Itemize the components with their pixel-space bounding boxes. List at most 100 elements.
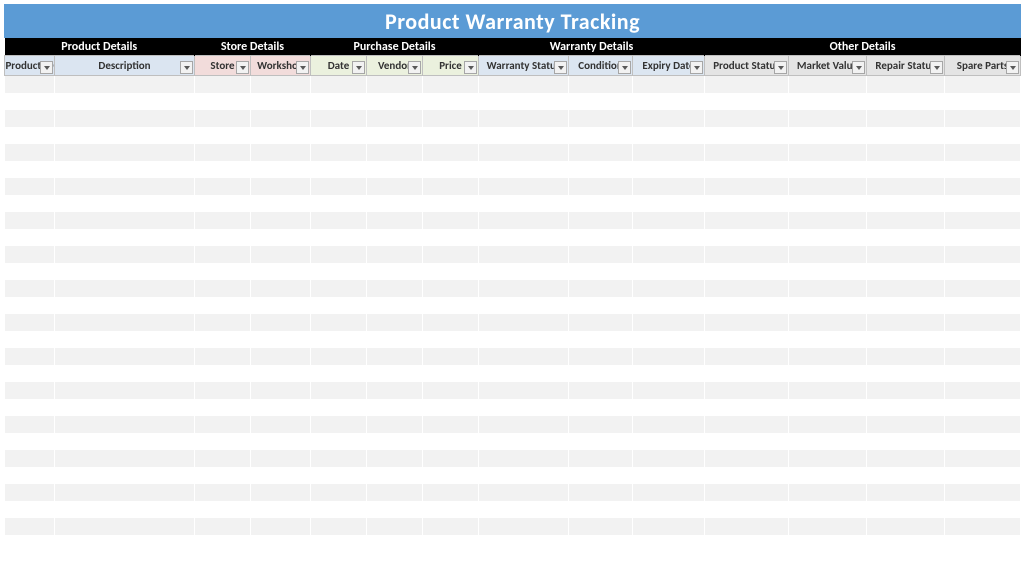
cell[interactable]: [867, 467, 945, 484]
cell[interactable]: [705, 348, 789, 365]
cell[interactable]: [867, 348, 945, 365]
cell[interactable]: [367, 229, 423, 246]
table-row[interactable]: [5, 229, 1021, 246]
cell[interactable]: [423, 195, 479, 212]
cell[interactable]: [789, 433, 867, 450]
cell[interactable]: [867, 535, 945, 552]
cell[interactable]: [569, 229, 633, 246]
cell[interactable]: [479, 467, 569, 484]
cell[interactable]: [55, 229, 195, 246]
cell[interactable]: [55, 76, 195, 93]
cell[interactable]: [311, 467, 367, 484]
cell[interactable]: [633, 144, 705, 161]
cell[interactable]: [867, 314, 945, 331]
cell[interactable]: [945, 76, 1021, 93]
cell[interactable]: [367, 433, 423, 450]
cell[interactable]: [867, 484, 945, 501]
cell[interactable]: [5, 535, 55, 552]
cell[interactable]: [705, 263, 789, 280]
cell[interactable]: [367, 518, 423, 535]
cell[interactable]: [251, 246, 311, 263]
cell[interactable]: [251, 212, 311, 229]
cell[interactable]: [789, 331, 867, 348]
cell[interactable]: [423, 450, 479, 467]
cell[interactable]: [5, 280, 55, 297]
cell[interactable]: [251, 382, 311, 399]
cell[interactable]: [423, 280, 479, 297]
cell[interactable]: [569, 314, 633, 331]
cell[interactable]: [367, 263, 423, 280]
cell[interactable]: [5, 212, 55, 229]
cell[interactable]: [569, 195, 633, 212]
cell[interactable]: [55, 263, 195, 280]
cell[interactable]: [867, 110, 945, 127]
cell[interactable]: [633, 178, 705, 195]
cell[interactable]: [479, 382, 569, 399]
cell[interactable]: [945, 518, 1021, 535]
cell[interactable]: [945, 416, 1021, 433]
cell[interactable]: [311, 365, 367, 382]
cell[interactable]: [569, 484, 633, 501]
cell[interactable]: [55, 348, 195, 365]
cell[interactable]: [195, 467, 251, 484]
cell[interactable]: [633, 263, 705, 280]
cell[interactable]: [633, 212, 705, 229]
cell[interactable]: [367, 212, 423, 229]
cell[interactable]: [423, 535, 479, 552]
cell[interactable]: [311, 76, 367, 93]
cell[interactable]: [55, 467, 195, 484]
cell[interactable]: [569, 518, 633, 535]
cell[interactable]: [367, 348, 423, 365]
cell[interactable]: [945, 297, 1021, 314]
cell[interactable]: [195, 433, 251, 450]
cell[interactable]: [55, 161, 195, 178]
cell[interactable]: [55, 433, 195, 450]
cell[interactable]: [423, 93, 479, 110]
cell[interactable]: [479, 348, 569, 365]
cell[interactable]: [479, 297, 569, 314]
cell[interactable]: [569, 348, 633, 365]
cell[interactable]: [367, 246, 423, 263]
cell[interactable]: [5, 365, 55, 382]
cell[interactable]: [195, 127, 251, 144]
cell[interactable]: [5, 127, 55, 144]
cell[interactable]: [479, 212, 569, 229]
cell[interactable]: [55, 144, 195, 161]
cell[interactable]: [311, 518, 367, 535]
cell[interactable]: [633, 195, 705, 212]
cell[interactable]: [5, 93, 55, 110]
cell[interactable]: [367, 382, 423, 399]
cell[interactable]: [867, 416, 945, 433]
filter-dropdown-icon[interactable]: [464, 61, 477, 74]
cell[interactable]: [311, 246, 367, 263]
cell[interactable]: [479, 161, 569, 178]
cell[interactable]: [251, 127, 311, 144]
cell[interactable]: [569, 365, 633, 382]
cell[interactable]: [569, 246, 633, 263]
cell[interactable]: [195, 178, 251, 195]
cell[interactable]: [251, 195, 311, 212]
cell[interactable]: [423, 246, 479, 263]
cell[interactable]: [311, 144, 367, 161]
cell[interactable]: [479, 144, 569, 161]
cell[interactable]: [367, 535, 423, 552]
cell[interactable]: [5, 110, 55, 127]
cell[interactable]: [423, 314, 479, 331]
cell[interactable]: [479, 314, 569, 331]
table-row[interactable]: [5, 331, 1021, 348]
cell[interactable]: [479, 93, 569, 110]
cell[interactable]: [867, 161, 945, 178]
cell[interactable]: [195, 348, 251, 365]
table-row[interactable]: [5, 178, 1021, 195]
cell[interactable]: [5, 399, 55, 416]
cell[interactable]: [945, 212, 1021, 229]
cell[interactable]: [633, 161, 705, 178]
cell[interactable]: [311, 195, 367, 212]
cell[interactable]: [789, 348, 867, 365]
cell[interactable]: [5, 161, 55, 178]
cell[interactable]: [251, 501, 311, 518]
table-row[interactable]: [5, 365, 1021, 382]
cell[interactable]: [55, 331, 195, 348]
cell[interactable]: [569, 212, 633, 229]
table-row[interactable]: [5, 399, 1021, 416]
